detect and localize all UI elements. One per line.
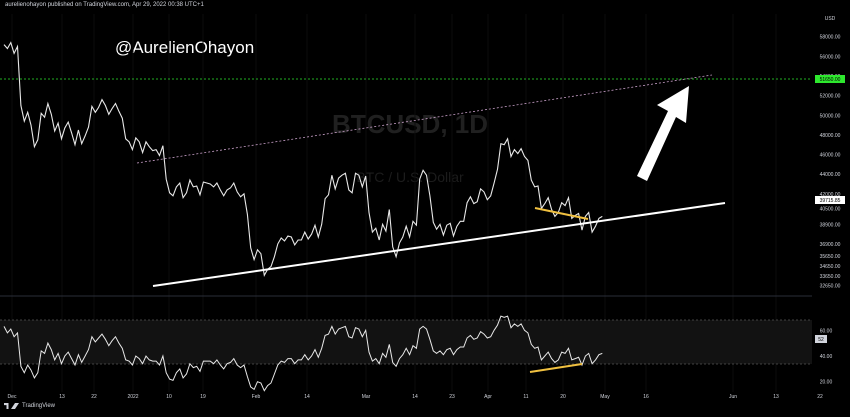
price-tick-label: 40500.00 — [820, 207, 841, 213]
svg-text:51650.00: 51650.00 — [820, 77, 841, 83]
time-tick-label: 16 — [643, 394, 649, 400]
price-axis: 58000.0056000.0054000.0052000.0050000.00… — [820, 35, 841, 290]
time-tick-label: 13 — [773, 394, 779, 400]
svg-text:39715.85: 39715.85 — [820, 198, 841, 204]
watermark-subtitle: BTC / U.S. Dollar — [356, 169, 464, 185]
time-tick-label: 20 — [560, 394, 566, 400]
price-tick-label: 34650.00 — [820, 264, 841, 270]
time-tick-label: 23 — [449, 394, 455, 400]
price-tick-label: 56000.00 — [820, 54, 841, 60]
price-tick-label: 46000.00 — [820, 153, 841, 159]
price-tick-label: 52000.00 — [820, 94, 841, 100]
time-tick-label: May — [600, 394, 610, 400]
time-tick-label: 14 — [412, 394, 418, 400]
time-tick-label: Apr — [484, 394, 492, 400]
price-tick-label: 58000.00 — [820, 35, 841, 41]
time-tick-label: Dec — [8, 394, 17, 400]
rsi-current-label: 52 — [815, 335, 827, 343]
brand-label: TradingView — [22, 403, 56, 409]
time-tick-label: 10 — [166, 394, 172, 400]
watermark-title: BTCUSD, 1D — [332, 109, 488, 139]
time-tick-label: Feb — [252, 394, 261, 400]
publish-header: aurelienohayon published on TradingView.… — [5, 2, 204, 8]
support-trendline — [152, 202, 726, 287]
author-handle: @AurelienOhayon — [115, 38, 254, 57]
time-tick-label: Jun — [729, 394, 737, 400]
price-tick-label: 44000.00 — [820, 172, 841, 178]
time-tick-label: 19 — [200, 394, 206, 400]
up-arrow-icon — [637, 86, 689, 181]
price-tick-label: 48000.00 — [820, 133, 841, 139]
time-axis: Dec 13 22 2022 10 19 Feb 14 Mar 14 23 Apr 11 20 May 16 J… — [8, 394, 823, 400]
tradingview-logo[interactable]: TradingView — [4, 403, 55, 409]
target-price-label: 51650.00 — [815, 75, 845, 83]
time-tick-label: 2022 — [127, 394, 138, 400]
price-tick-label: 35650.00 — [820, 254, 841, 260]
resistance-trendline — [136, 74, 713, 164]
rsi-tick-label: 20.00 — [820, 380, 833, 386]
price-series — [3, 41, 603, 277]
rsi-axis: 60.00 40.00 20.00 — [820, 328, 833, 385]
price-tick-label: 32650.00 — [820, 284, 841, 290]
time-tick-label: 14 — [304, 394, 310, 400]
price-divergence-line — [534, 207, 589, 220]
price-tick-label: 50000.00 — [820, 113, 841, 119]
time-tick-label: 11 — [523, 394, 528, 400]
rsi-tick-label: 40.00 — [820, 354, 833, 360]
time-tick-label: 22 — [91, 394, 97, 400]
rsi-band — [0, 320, 812, 364]
price-tick-label: 42000.00 — [820, 192, 841, 198]
price-tick-label: 38900.00 — [820, 222, 841, 228]
svg-text:52: 52 — [818, 337, 824, 343]
rsi-divergence-line — [529, 363, 583, 373]
time-tick-label: 13 — [59, 394, 65, 400]
time-tick-label: 22 — [817, 394, 823, 400]
current-price-label: 39715.85 — [815, 196, 845, 204]
price-tick-label: 33650.00 — [820, 274, 841, 280]
rsi-series — [3, 315, 603, 392]
rsi-tick-label: 60.00 — [820, 328, 833, 334]
time-tick-label: Mar — [362, 394, 371, 400]
price-tick-label: 36900.00 — [820, 242, 841, 248]
currency-label: USD — [825, 16, 836, 22]
